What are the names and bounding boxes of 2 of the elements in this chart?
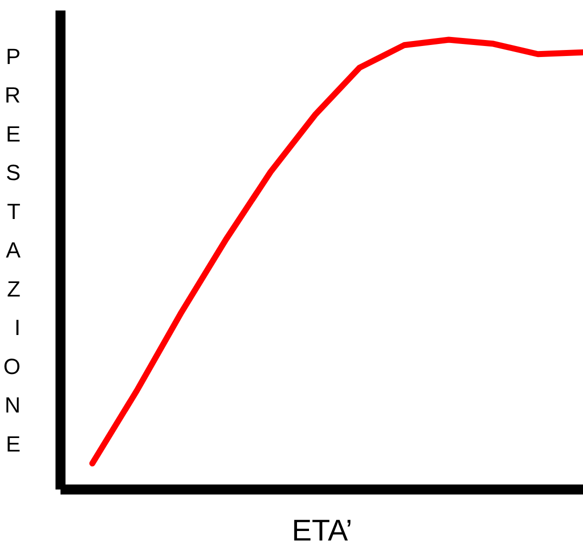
x-axis-title: ETA’ bbox=[292, 514, 352, 548]
text: PRESTAZIONE bbox=[3, 44, 21, 456]
